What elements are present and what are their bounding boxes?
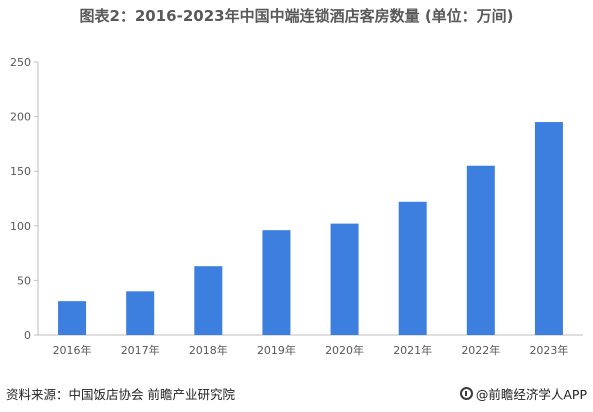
x-tick-label: 2021年 [393,343,432,357]
bar [398,201,427,335]
x-tick-label: 2016年 [53,343,92,357]
y-tick-label: 50 [17,274,31,287]
brand-label: @前瞻经济学人APP [475,387,587,402]
bar [262,230,291,335]
x-tick-label: 2017年 [121,343,160,357]
x-tick-label: 2023年 [529,343,568,357]
x-tick-label: 2020年 [325,343,364,357]
bar [466,165,495,335]
brand-credit: @前瞻经济学人APP [459,384,587,403]
y-tick-label: 200 [10,111,31,124]
x-tick-label: 2022年 [461,343,500,357]
bar [126,291,155,335]
bar [534,122,563,335]
qianzhan-logo-icon [459,387,473,400]
x-tick-label: 2019年 [257,343,296,357]
bar [194,266,223,335]
y-tick-label: 150 [10,165,31,178]
chart-title: 图表2：2016-2023年中国中端连锁酒店客房数量 (单位：万间) [79,7,514,25]
x-tick-label: 2018年 [189,343,228,357]
y-tick-label: 250 [10,56,31,69]
source-note: 资料来源：中国饭店协会 前瞻产业研究院 [6,387,235,402]
y-tick-label: 100 [10,220,31,233]
y-tick-label: 0 [24,329,31,342]
bar [58,301,87,335]
bar [330,223,359,335]
